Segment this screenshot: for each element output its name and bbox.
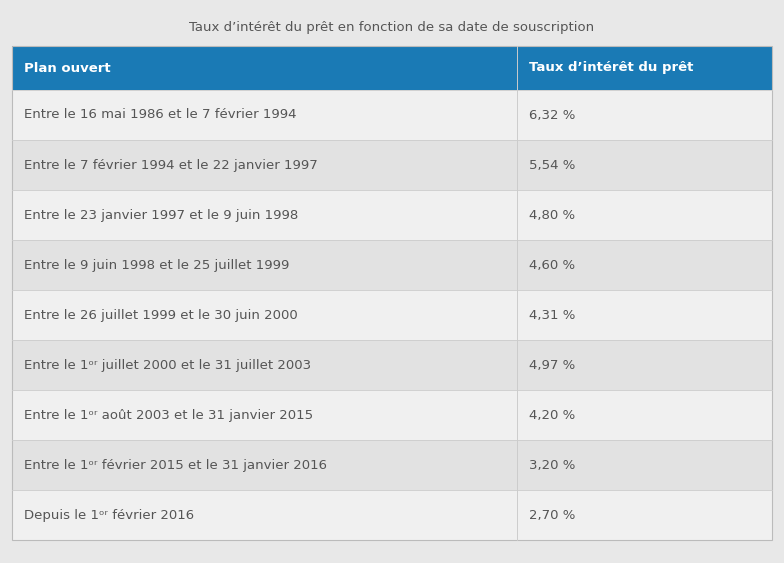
Text: Entre le 16 mai 1986 et le 7 février 1994: Entre le 16 mai 1986 et le 7 février 199… <box>24 109 296 122</box>
Bar <box>12 190 772 240</box>
Bar <box>12 240 772 290</box>
Text: Plan ouvert: Plan ouvert <box>24 61 111 74</box>
Bar <box>12 490 772 540</box>
Bar <box>12 390 772 440</box>
Text: Entre le 26 juillet 1999 et le 30 juin 2000: Entre le 26 juillet 1999 et le 30 juin 2… <box>24 309 298 321</box>
Text: Entre le 9 juin 1998 et le 25 juillet 1999: Entre le 9 juin 1998 et le 25 juillet 19… <box>24 258 289 271</box>
Text: 2,70 %: 2,70 % <box>528 508 575 521</box>
Text: 5,54 %: 5,54 % <box>528 159 575 172</box>
Text: 6,32 %: 6,32 % <box>528 109 575 122</box>
Bar <box>12 90 772 140</box>
Text: 4,97 %: 4,97 % <box>528 359 575 372</box>
Bar <box>12 140 772 190</box>
Text: Entre le 1ᵒʳ août 2003 et le 31 janvier 2015: Entre le 1ᵒʳ août 2003 et le 31 janvier … <box>24 409 313 422</box>
Text: 4,31 %: 4,31 % <box>528 309 575 321</box>
Text: Entre le 1ᵒʳ février 2015 et le 31 janvier 2016: Entre le 1ᵒʳ février 2015 et le 31 janvi… <box>24 458 327 471</box>
Bar <box>12 46 772 90</box>
Text: Taux d’intérêt du prêt en fonction de sa date de souscription: Taux d’intérêt du prêt en fonction de sa… <box>190 20 594 34</box>
Text: Entre le 23 janvier 1997 et le 9 juin 1998: Entre le 23 janvier 1997 et le 9 juin 19… <box>24 208 298 221</box>
Text: Taux d’intérêt du prêt: Taux d’intérêt du prêt <box>528 61 693 74</box>
Bar <box>12 46 772 540</box>
Bar <box>12 8 772 46</box>
Text: 4,80 %: 4,80 % <box>528 208 575 221</box>
Bar <box>12 440 772 490</box>
Text: Entre le 1ᵒʳ juillet 2000 et le 31 juillet 2003: Entre le 1ᵒʳ juillet 2000 et le 31 juill… <box>24 359 311 372</box>
Text: Depuis le 1ᵒʳ février 2016: Depuis le 1ᵒʳ février 2016 <box>24 508 194 521</box>
Text: 4,60 %: 4,60 % <box>528 258 575 271</box>
Bar <box>12 340 772 390</box>
Text: Entre le 7 février 1994 et le 22 janvier 1997: Entre le 7 février 1994 et le 22 janvier… <box>24 159 318 172</box>
Text: 4,20 %: 4,20 % <box>528 409 575 422</box>
Bar <box>12 290 772 340</box>
Text: 3,20 %: 3,20 % <box>528 458 575 471</box>
